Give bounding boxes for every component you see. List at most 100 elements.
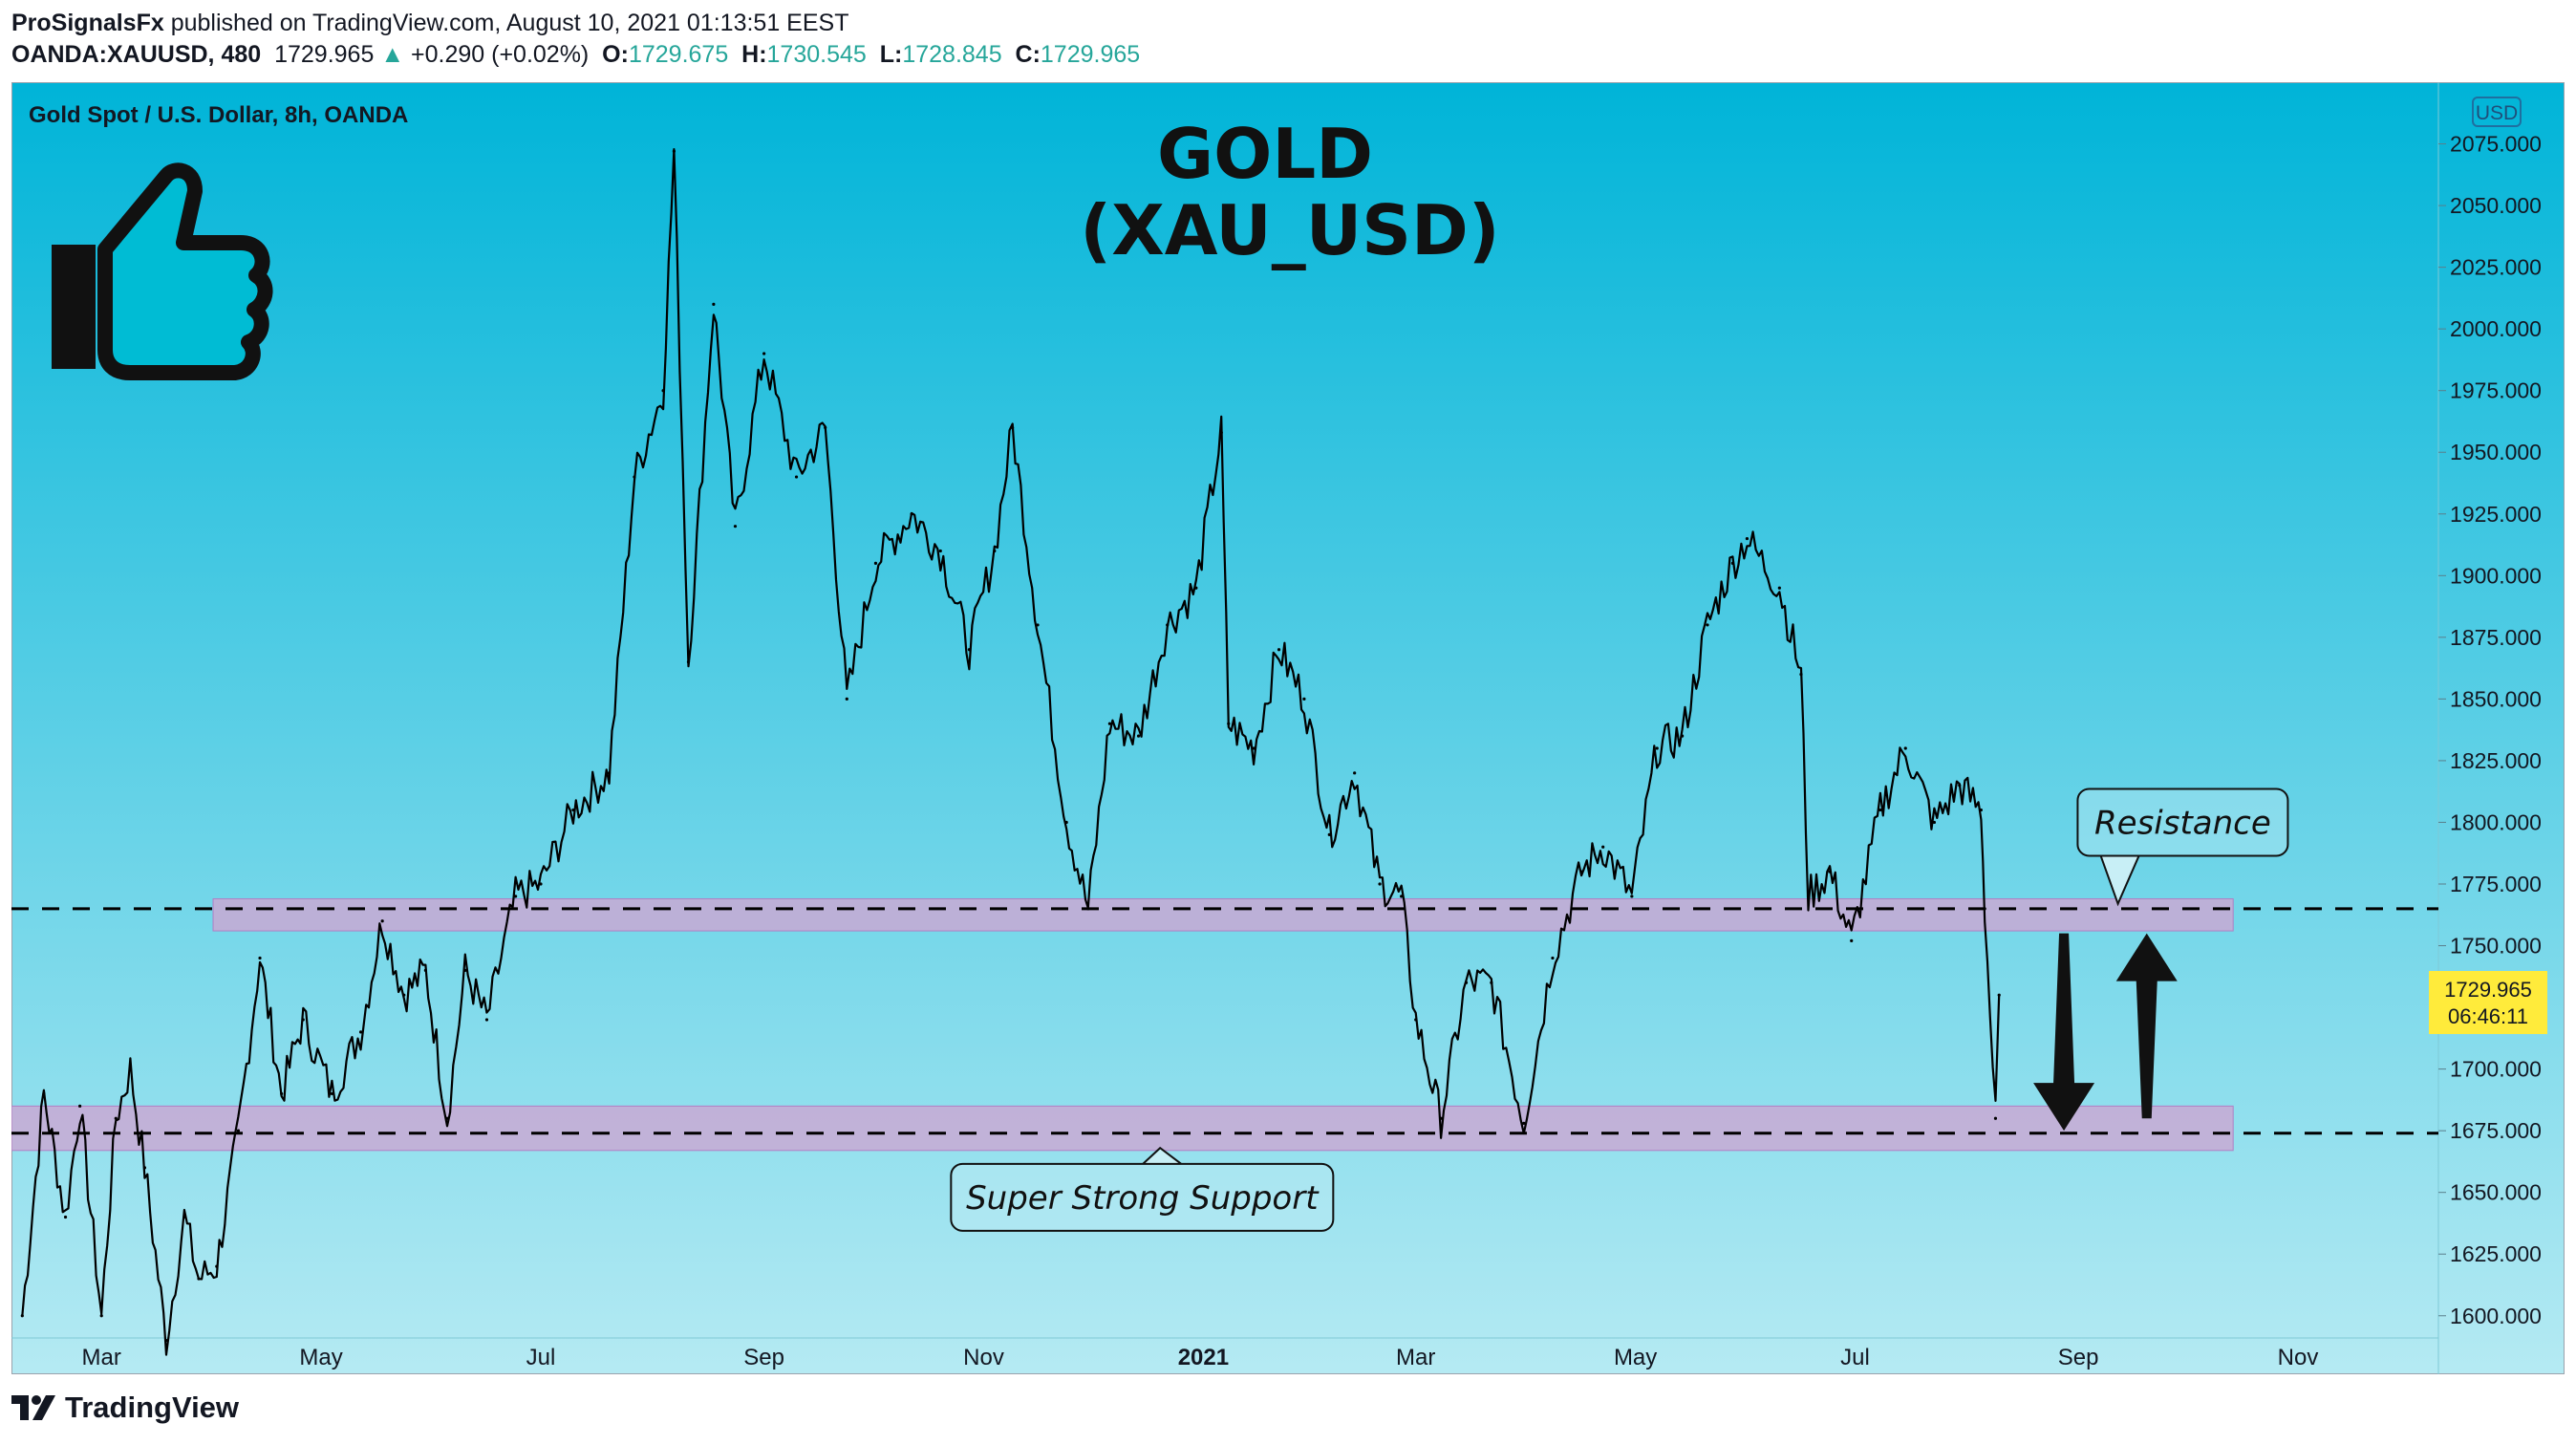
callout-tail-1 xyxy=(1142,1146,1182,1165)
price-point-10 xyxy=(197,1277,201,1281)
arrow-up-icon xyxy=(2115,933,2178,1119)
price-point-52 xyxy=(1227,722,1231,725)
price-point-84 xyxy=(1983,907,1986,911)
price-point-38 xyxy=(873,561,878,565)
y-tick-label-9: 1875.000 xyxy=(2450,625,2542,650)
price-point-34 xyxy=(762,352,766,356)
price-point-55 xyxy=(1302,697,1306,701)
price-point-12 xyxy=(236,1129,241,1132)
price-point-69 xyxy=(1655,746,1659,750)
arrow-down-icon xyxy=(2033,933,2095,1132)
y-tick-label-12: 1800.000 xyxy=(2450,809,2542,834)
price-point-65 xyxy=(1551,956,1555,960)
price-point-6 xyxy=(128,1068,132,1071)
price-point-9 xyxy=(182,1215,186,1219)
price-point-85 xyxy=(1993,1116,1998,1120)
callout-tail-0 xyxy=(2099,855,2140,907)
callout-0: Resistance xyxy=(2076,787,2289,907)
price-point-66 xyxy=(1579,870,1583,873)
last-price-label: 1729.965 xyxy=(2444,978,2532,1002)
y-tick-label-10: 1850.000 xyxy=(2450,686,2542,711)
price-point-17 xyxy=(358,1030,363,1034)
currency-badge: USD xyxy=(2472,97,2522,127)
price-point-57 xyxy=(1353,771,1357,775)
close-label: C: xyxy=(1015,41,1041,68)
callout-1: Super Strong Support xyxy=(950,1146,1335,1232)
y-tick-label-19: 1625.000 xyxy=(2450,1241,2542,1266)
price-point-86 xyxy=(1997,993,2001,997)
x-tick-label-6: Mar xyxy=(1396,1345,1435,1370)
y-tick-label-3: 2025.000 xyxy=(2450,255,2542,280)
price-point-18 xyxy=(380,919,384,923)
price-point-33 xyxy=(733,525,738,528)
callout-text-0: Resistance xyxy=(2094,804,2271,842)
price-point-77 xyxy=(1828,870,1832,873)
price-point-30 xyxy=(672,149,676,153)
price-point-25 xyxy=(539,882,543,886)
price-point-13 xyxy=(258,956,262,960)
price-point-47 xyxy=(1107,722,1112,725)
price-point-26 xyxy=(571,808,575,812)
price-point-20 xyxy=(423,968,427,972)
thumbs-up-icon xyxy=(52,162,273,380)
currency-badge-label: USD xyxy=(2476,102,2518,124)
price-point-23 xyxy=(484,1018,489,1022)
publish-line: ProSignalsFx published on TradingView.co… xyxy=(11,8,848,38)
chart-title-line1: GOLD xyxy=(1157,114,1373,194)
price-point-79 xyxy=(1878,808,1882,812)
price-point-36 xyxy=(824,425,827,430)
price-point-81 xyxy=(1932,820,1937,825)
y-tick-label-16: 1700.000 xyxy=(2450,1057,2542,1082)
zone-1 xyxy=(11,1105,2234,1152)
open-label: O: xyxy=(602,41,629,68)
y-tick-label-5: 1975.000 xyxy=(2450,378,2542,403)
tradingview-footer[interactable]: TradingView xyxy=(11,1391,239,1425)
change-value: +0.290 (+0.02%) xyxy=(411,41,590,68)
price-point-22 xyxy=(463,968,467,972)
price-point-32 xyxy=(712,302,716,306)
price-point-56 xyxy=(1327,832,1331,836)
price-point-46 xyxy=(1086,907,1090,911)
x-tick-label-5: 2021 xyxy=(1178,1345,1229,1370)
chart-background xyxy=(11,82,2565,1374)
published-text: published on TradingView.com, August 10,… xyxy=(170,10,849,36)
price-point-44 xyxy=(1036,623,1040,627)
price-point-50 xyxy=(1194,586,1198,590)
close-value: 1729.965 xyxy=(1040,41,1141,68)
price-point-27 xyxy=(607,771,612,775)
price-point-4 xyxy=(99,1314,103,1318)
zone-0 xyxy=(212,897,2234,932)
x-tick-label-0: Mar xyxy=(82,1345,121,1370)
price-point-16 xyxy=(330,1091,334,1096)
price-series xyxy=(21,148,2001,1356)
price-point-58 xyxy=(1378,882,1382,886)
price-point-59 xyxy=(1400,895,1404,898)
y-tick-label-4: 2000.000 xyxy=(2450,316,2542,341)
y-tick-label-8: 1900.000 xyxy=(2450,563,2542,588)
author-name[interactable]: ProSignalsFx xyxy=(11,10,164,36)
price-point-11 xyxy=(215,1264,219,1268)
x-tick-label-8: Jul xyxy=(1840,1345,1870,1370)
price-point-0 xyxy=(20,1314,24,1318)
price-point-5 xyxy=(114,1116,118,1120)
price-point-14 xyxy=(280,1091,284,1096)
y-tick-label-14: 1750.000 xyxy=(2450,934,2542,959)
up-triangle-icon: ▲ xyxy=(380,41,405,68)
x-tick-label-1: May xyxy=(299,1345,342,1370)
callout-box-0 xyxy=(2076,787,2289,857)
y-tick-label-20: 1600.000 xyxy=(2450,1304,2542,1328)
y-tick-label-1: 2075.000 xyxy=(2450,132,2542,157)
price-point-75 xyxy=(1799,672,1803,677)
price-point-70 xyxy=(1681,734,1685,738)
callout-box-1 xyxy=(950,1162,1335,1232)
price-point-43 xyxy=(1011,425,1015,430)
price-chart[interactable]: 2075.000 2050.000 2025.000 2000.000 1975.000… xyxy=(11,82,2565,1374)
last-price-tag: 1729.965 06:46:11 xyxy=(2429,971,2547,1034)
price-point-40 xyxy=(938,549,942,553)
x-tick-label-3: Sep xyxy=(743,1345,784,1370)
price-point-2 xyxy=(63,1215,68,1219)
price-point-82 xyxy=(1958,784,1962,787)
price-point-74 xyxy=(1777,586,1781,590)
symbol-label: OANDA:XAUUSD, 480 xyxy=(11,41,262,68)
price-point-1 xyxy=(42,1091,46,1096)
